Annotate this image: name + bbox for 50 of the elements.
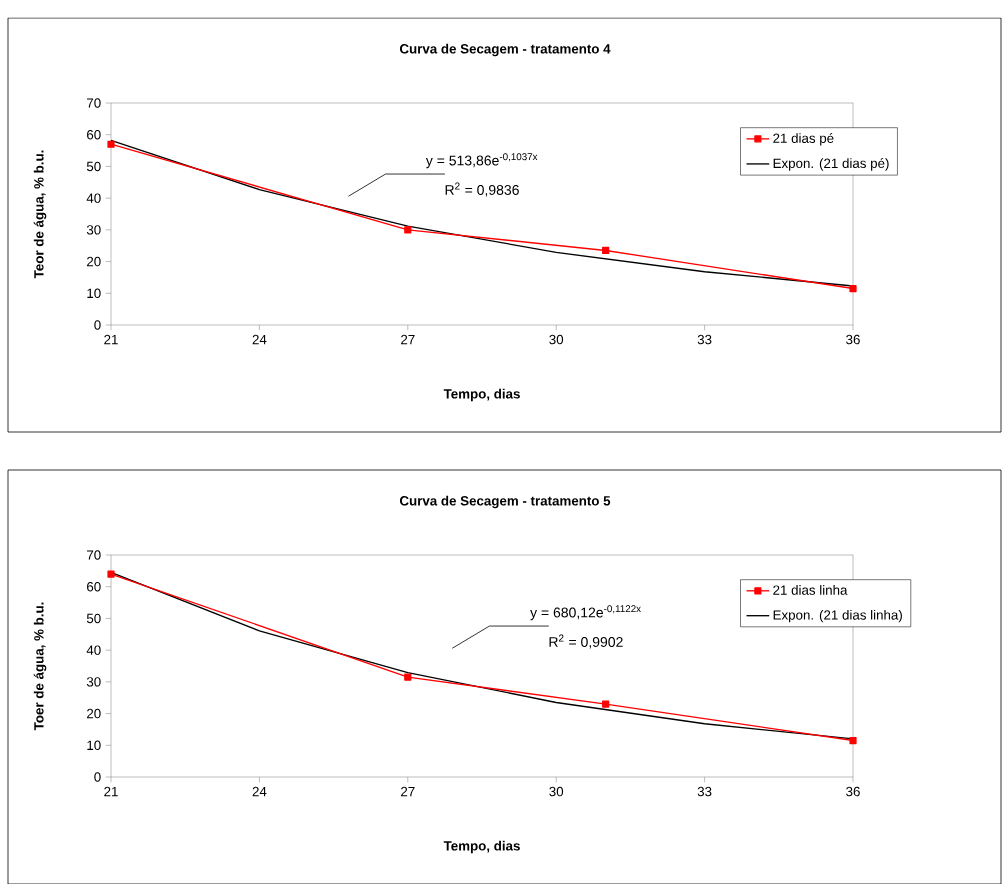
x-tick-label: 36 <box>846 334 860 345</box>
x-tick-label: 27 <box>401 334 415 344</box>
legend-label: Expon. (21 dias pé) <box>773 157 889 171</box>
annotation: R$^{2}$ = 0,9902 <box>549 634 623 649</box>
y-tick-label: 70 <box>87 98 101 108</box>
x-axis-title: Tempo, dias <box>443 388 520 402</box>
point <box>849 736 857 744</box>
x-axis-title: Tempo, dias <box>443 840 520 854</box>
x-tick-label: 24 <box>252 786 267 796</box>
y-tick-label: 70 <box>87 550 101 560</box>
x-tick-label: 30 <box>549 334 564 345</box>
y-tick-label: 60 <box>87 129 101 140</box>
x-tick-label: 21 <box>104 334 118 344</box>
legend-label: 21 dias pé <box>773 132 834 146</box>
y-tick-label: 50 <box>86 613 101 623</box>
y-tick-label: 30 <box>86 676 101 687</box>
y-tick-label: 20 <box>87 256 101 267</box>
point <box>107 570 115 578</box>
point <box>404 673 412 681</box>
y-tick-label: 40 <box>86 193 101 203</box>
y-tick-label: 50 <box>86 161 101 171</box>
legend-label: 21 dias linha <box>773 584 848 595</box>
point <box>602 246 610 254</box>
y-axis-title: Toer de água, % b.u. <box>33 602 47 730</box>
y-tick-label: 0 <box>94 320 101 330</box>
point <box>107 140 115 148</box>
y-tick-label: 30 <box>86 224 101 235</box>
y-tick-label: 60 <box>87 581 101 592</box>
point <box>849 284 857 292</box>
annotation: R$^{2}$ = 0,9836 <box>445 182 519 197</box>
chart-title: Curva de Secagem - tratamento 4 <box>399 43 611 57</box>
legend-label: Expon. (21 dias linha) <box>773 609 902 623</box>
x-tick-label: 30 <box>549 786 564 797</box>
point <box>404 226 412 234</box>
annotation: y = 680,12e$^{-0,1122x}$ <box>530 605 641 621</box>
y-tick-label: 20 <box>87 708 101 719</box>
chart-title: Curva de Secagem - tratamento 5 <box>399 495 611 509</box>
annotation: y = 513,86e$^{-0,1037x}$ <box>425 153 538 169</box>
x-tick-label: 36 <box>846 786 860 797</box>
y-tick-label: 10 <box>87 740 101 750</box>
x-tick-label: 27 <box>401 786 415 796</box>
y-axis-title: Teor de água, % b.u. <box>33 150 47 278</box>
x-tick-label: 21 <box>104 786 118 796</box>
x-tick-label: 33 <box>697 334 712 345</box>
y-tick-label: 40 <box>86 645 101 655</box>
x-tick-label: 24 <box>252 334 267 344</box>
y-tick-label: 10 <box>87 288 101 298</box>
point <box>602 700 610 708</box>
y-tick-label: 0 <box>94 772 101 782</box>
x-tick-label: 33 <box>697 786 712 797</box>
